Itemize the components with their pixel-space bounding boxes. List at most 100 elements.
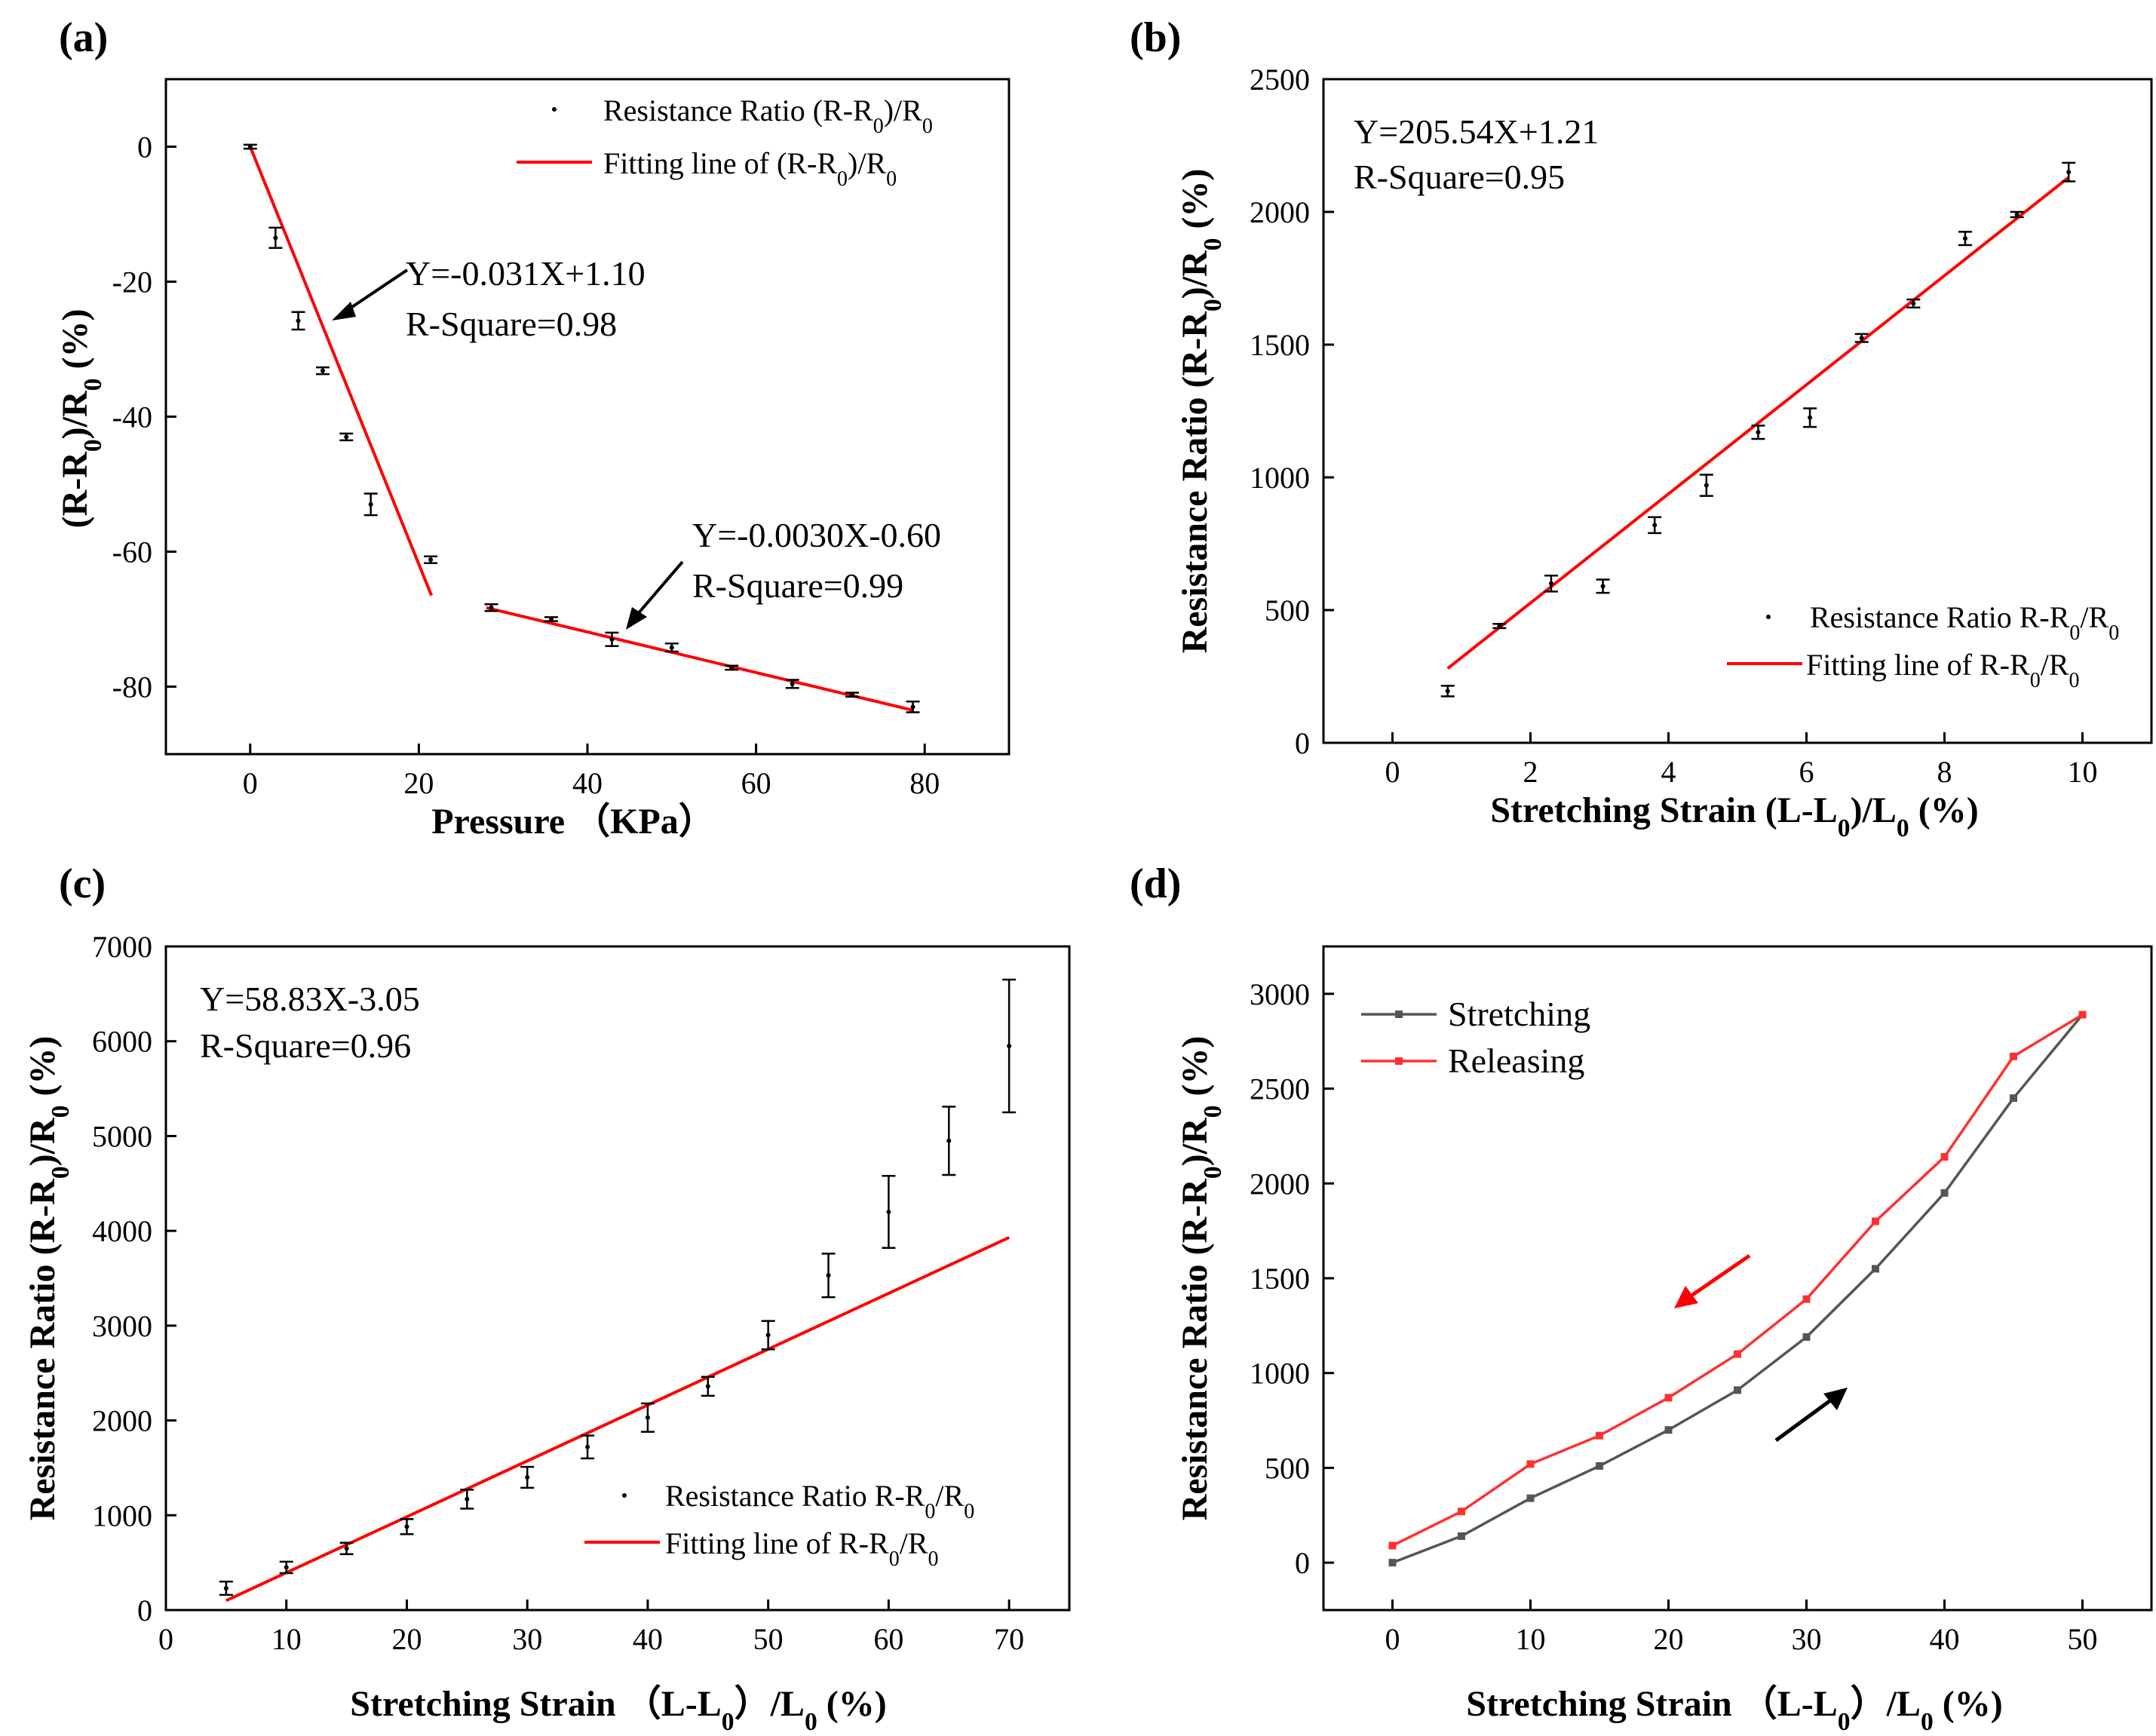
fit-line-a-0 — [248, 146, 434, 597]
annotation-arrowhead-a2 — [626, 607, 647, 630]
x-tick-label-a: 0 — [243, 766, 258, 800]
panel-label-b: (b) — [1130, 14, 1182, 61]
series-marker-stretching — [1596, 1461, 1603, 1470]
x-tick-label-a: 40 — [572, 766, 603, 800]
data-point-a — [296, 318, 301, 324]
x-tick-label-b: 2 — [1523, 755, 1538, 789]
data-point-a — [548, 617, 554, 621]
annotation-eq-b: Y=205.54X+1.21 — [1354, 112, 1599, 151]
annotation-eq-c: Y=58.83X-3.05 — [200, 980, 420, 1018]
legend-label-data-b: Resistance Ratio R-R0/R0 — [1810, 600, 2119, 645]
legend-marker-releasing — [1395, 1057, 1403, 1065]
x-tick-label-c: 0 — [158, 1622, 173, 1656]
series-marker-releasing — [1734, 1350, 1741, 1358]
panel-b: (b) 0 2 4 6 8 10 0 500 1000 1500 2000 2500 Stretchin… — [1078, 0, 2156, 860]
panel-label-c: (c) — [59, 860, 106, 907]
x-tick-label-a: 60 — [741, 766, 771, 800]
x-tick-label-d: 10 — [1516, 1622, 1546, 1656]
fit-line-c-0 — [225, 1236, 1010, 1603]
series-marker-releasing — [2078, 1011, 2087, 1019]
annotation-r2-b: R-Square=0.95 — [1354, 158, 1565, 196]
y-tick-label-a: 0 — [137, 130, 152, 164]
y-tick-label-d: 0 — [1295, 1546, 1310, 1580]
x-tick-label-a: 20 — [403, 766, 434, 800]
y-tick-label-c: 7000 — [92, 930, 152, 964]
x-tick-label-a: 80 — [909, 766, 940, 800]
x-tick-label-d: 40 — [1930, 1622, 1960, 1656]
data-point-a — [428, 557, 434, 563]
y-tick-label-b: 500 — [1265, 593, 1310, 627]
y-axis-label-b: Resistance Ratio (R-R0)/R0 (%) — [1175, 169, 1227, 654]
stretch-arrowhead — [1823, 1388, 1848, 1410]
x-axis-label-c: Stretching Strain （L-L0）/L0 (%) — [350, 1684, 886, 1736]
data-point-c — [404, 1524, 409, 1529]
data-point-a — [729, 665, 735, 670]
data-point-c — [1007, 1044, 1012, 1048]
data-point-c — [344, 1546, 349, 1551]
x-tick-label-d: 50 — [2068, 1622, 2098, 1656]
fit-line-a-1 — [486, 606, 914, 712]
plot-frame-a — [164, 78, 1011, 756]
data-point-b — [1652, 523, 1658, 528]
data-point-c — [765, 1333, 771, 1338]
release-arrowhead — [1674, 1286, 1698, 1308]
data-point-b — [2066, 170, 2072, 175]
x-tick-label-b: 0 — [1385, 755, 1400, 789]
y-tick-label-a: -80 — [112, 670, 152, 704]
panel-d: (d) 0 10 20 30 40 50 0 500 1000 1500 2000 2500 3000 S… — [1078, 860, 2156, 1736]
x-tick-label-b: 4 — [1661, 755, 1676, 789]
legend-marker-stretching — [1395, 1011, 1403, 1018]
y-tick-label-c: 3000 — [92, 1309, 152, 1343]
data-point-c — [585, 1444, 590, 1449]
x-axis-label-b: Stretching Strain (L-L0)/L0 (%) — [1490, 790, 1978, 842]
x-tick-label-c: 60 — [873, 1622, 903, 1656]
data-point-c — [645, 1415, 650, 1420]
data-point-b — [1859, 336, 1864, 341]
stretch-arrow — [1774, 1397, 1834, 1443]
series-line-stretching — [1391, 1014, 2084, 1564]
x-tick-label-c: 70 — [994, 1622, 1024, 1656]
x-tick-label-c: 10 — [271, 1622, 302, 1656]
data-point-c — [223, 1586, 228, 1591]
data-point-c — [465, 1496, 470, 1501]
annotation-arrow-a2 — [636, 560, 684, 616]
data-point-a — [609, 636, 615, 642]
y-axis-label-a: (R-R0)/R0 (%) — [55, 309, 107, 529]
data-point-c — [705, 1384, 710, 1389]
data-point-a — [273, 235, 278, 241]
y-axis-label-c: Resistance Ratio (R-R0)/R0 (%) — [23, 1036, 75, 1521]
x-tick-label-b: 8 — [1937, 755, 1952, 789]
chart-b: 0 2 4 6 8 10 0 500 1000 1500 2000 2500 Stretching St… — [1175, 63, 2153, 842]
data-point-c — [525, 1475, 530, 1480]
panel-c: (c) 0 10 20 30 40 50 60 70 0 1000 2000 3000 4000 5000… — [0, 860, 1078, 1736]
chart-a: 0 20 40 60 80 0 -20 -40 -60 -80 Pressure （KPa） (R-R… — [55, 78, 1011, 842]
y-tick-label-c: 0 — [137, 1593, 152, 1627]
y-tick-label-a: -20 — [112, 265, 152, 299]
y-tick-label-c: 2000 — [92, 1404, 152, 1438]
panel-a: (a) 0 20 40 60 80 0 -20 -40 -60 -80 Pressure （KPa）… — [0, 0, 1078, 860]
series-marker-stretching — [1664, 1426, 1673, 1434]
data-point-a — [320, 368, 325, 373]
data-point-b — [1497, 624, 1502, 629]
data-point-b — [1808, 415, 1813, 420]
annotation-r2-a1: R-Square=0.98 — [406, 305, 617, 343]
legend-label-data-c: Resistance Ratio R-R0/R0 — [665, 1479, 974, 1523]
legend-label-stretching: Stretching — [1448, 995, 1590, 1033]
data-point-a — [910, 704, 915, 710]
series-marker-releasing — [2010, 1052, 2017, 1060]
x-tick-label-b: 6 — [1799, 755, 1814, 789]
data-point-b — [1911, 301, 1916, 306]
y-tick-label-c: 1000 — [92, 1498, 152, 1532]
x-tick-label-d: 30 — [1792, 1622, 1822, 1656]
y-tick-label-b: 1500 — [1250, 328, 1310, 362]
x-tick-label-c: 20 — [391, 1622, 422, 1656]
y-axis-label-d: Resistance Ratio (R-R0)/R0 (%) — [1175, 1036, 1227, 1521]
x-axis-label-a: Pressure （KPa） — [431, 802, 715, 842]
data-point-b — [2014, 212, 2020, 217]
chart-d: 0 10 20 30 40 50050010001500200025003000Stret… — [1175, 945, 2153, 1736]
data-point-c — [826, 1273, 831, 1278]
series-marker-releasing — [1872, 1217, 1879, 1225]
y-tick-label-d: 2000 — [1250, 1167, 1310, 1201]
legend-label-fit-c: Fitting line of R-R0/R0 — [665, 1526, 939, 1571]
series-marker-releasing — [1596, 1431, 1603, 1440]
